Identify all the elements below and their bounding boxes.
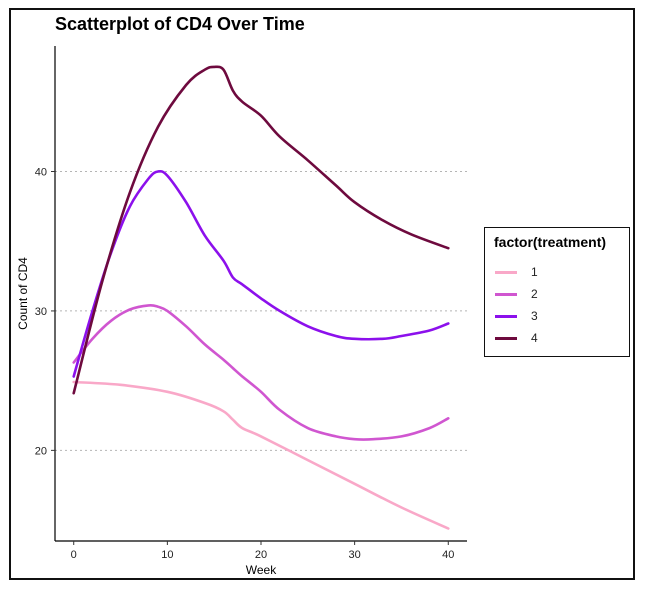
legend-swatch-4 bbox=[495, 336, 517, 340]
x-tick-label-40: 40 bbox=[442, 549, 454, 561]
y-tick-label-30: 30 bbox=[35, 306, 47, 318]
legend-item-4: 4 bbox=[495, 328, 538, 348]
x-tick-label-10: 10 bbox=[161, 549, 173, 561]
legend-title: factor(treatment) bbox=[494, 234, 607, 250]
legend-item-1: 1 bbox=[495, 262, 538, 282]
y-tick-label-20: 20 bbox=[35, 445, 47, 457]
x-axis-title: Week bbox=[246, 563, 277, 577]
y-axis-title: Count of CD4 bbox=[16, 257, 30, 330]
x-tick-label-20: 20 bbox=[255, 549, 267, 561]
legend-label-1: 1 bbox=[531, 265, 538, 279]
legend-label-4: 4 bbox=[531, 331, 538, 345]
legend-item-2: 2 bbox=[495, 284, 538, 304]
series-line-2 bbox=[72, 303, 450, 441]
legend-label-3: 3 bbox=[531, 309, 538, 323]
legend-label-2: 2 bbox=[531, 287, 538, 301]
legend-swatch-1 bbox=[495, 270, 517, 274]
y-tick-label-40: 40 bbox=[35, 166, 47, 178]
legend-swatch-2 bbox=[495, 292, 517, 296]
chart-title: Scatterplot of CD4 Over Time bbox=[55, 14, 305, 34]
series-line-3 bbox=[72, 169, 450, 378]
x-tick-label-30: 30 bbox=[349, 549, 361, 561]
legend-swatch-3 bbox=[495, 314, 517, 318]
legend: factor(treatment) 1 2 3 4 bbox=[484, 227, 630, 357]
series-line-4 bbox=[72, 65, 450, 395]
series-line-1 bbox=[72, 380, 450, 530]
x-tick-label-0: 0 bbox=[71, 549, 77, 561]
legend-item-3: 3 bbox=[495, 306, 538, 326]
